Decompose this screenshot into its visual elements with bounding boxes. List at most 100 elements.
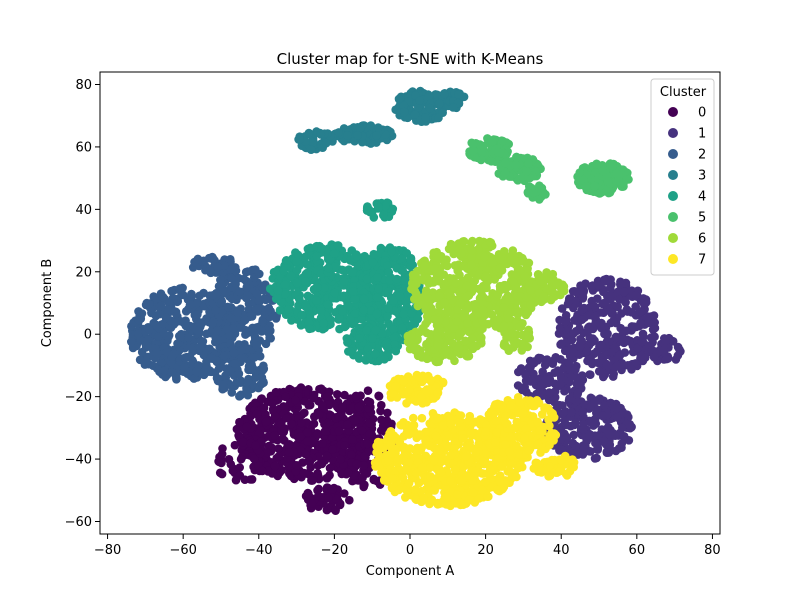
cluster-7-point <box>433 413 443 423</box>
cluster-6-point <box>559 282 569 291</box>
cluster-0-point <box>292 461 302 470</box>
cluster-1-point <box>643 312 653 322</box>
cluster-6-point <box>434 253 443 263</box>
cluster-1-point <box>527 377 537 386</box>
cluster-0-point <box>287 419 296 429</box>
cluster-2-point <box>167 368 177 377</box>
cluster-6-point <box>512 308 521 317</box>
cluster-2-point <box>234 369 244 379</box>
cluster-6-point <box>422 354 432 364</box>
cluster-7-point <box>442 492 451 502</box>
chart-title: Cluster map for t-SNE with K-Means <box>277 50 544 68</box>
cluster-2-point <box>261 295 271 305</box>
cluster-1-point <box>577 315 587 325</box>
cluster-2-point <box>193 310 202 319</box>
cluster-7-point <box>493 485 502 495</box>
cluster-2-point <box>201 364 211 374</box>
cluster-3-point <box>454 90 463 99</box>
cluster-0-points <box>214 383 403 515</box>
cluster-6-point <box>423 294 433 303</box>
cluster-6-point <box>515 265 525 275</box>
cluster-5-point <box>575 168 584 177</box>
cluster-0-point <box>280 424 290 433</box>
cluster-1-point <box>556 355 565 364</box>
cluster-4-point <box>295 295 304 304</box>
cluster-5-point <box>476 155 486 165</box>
cluster-0-point <box>383 408 392 418</box>
cluster-6-point <box>424 279 434 288</box>
cluster-1-point <box>596 340 606 350</box>
cluster-1-point <box>554 329 564 338</box>
cluster-4-point <box>323 300 333 310</box>
cluster-3-point <box>295 134 305 144</box>
cluster-7-point <box>377 468 386 477</box>
cluster-5-point <box>478 141 488 151</box>
cluster-0-point <box>338 402 348 412</box>
cluster-4-point <box>292 278 302 288</box>
cluster-6-point <box>508 329 517 338</box>
cluster-0-point <box>278 434 287 443</box>
cluster-5-point <box>614 176 623 186</box>
cluster-2-point <box>250 353 259 362</box>
cluster-0-point <box>363 386 373 396</box>
cluster-1-point <box>592 405 602 414</box>
cluster-4-point <box>352 251 362 261</box>
cluster-7-point <box>452 490 462 499</box>
cluster-6-point <box>443 261 452 271</box>
cluster-4-point <box>286 271 296 281</box>
cluster-6-point <box>454 343 464 353</box>
cluster-3-point <box>415 96 425 105</box>
cluster-1-point <box>673 342 683 352</box>
cluster-2-point <box>253 304 263 314</box>
cluster-0-point <box>318 439 327 448</box>
cluster-6-point <box>447 240 457 250</box>
cluster-4-point <box>348 268 358 277</box>
cluster-1-point <box>541 375 551 385</box>
cluster-4-point <box>301 302 311 312</box>
cluster-4-point <box>284 305 293 314</box>
cluster-0-point <box>347 450 356 460</box>
cluster-4-point <box>297 310 307 320</box>
cluster-7-point <box>495 477 505 486</box>
cluster-2-point <box>261 339 271 349</box>
cluster-4-point <box>350 294 360 304</box>
cluster-4-point <box>287 316 296 325</box>
cluster-1-point <box>564 297 574 306</box>
cluster-7-point <box>417 413 427 423</box>
cluster-3-point <box>373 123 383 132</box>
cluster-0-point <box>359 461 368 470</box>
cluster-1-point <box>637 337 647 347</box>
cluster-2-point <box>254 269 264 279</box>
cluster-7-point <box>446 451 456 460</box>
cluster-6-point <box>512 339 522 349</box>
cluster-4-point <box>391 346 401 356</box>
cluster-1-point <box>609 316 618 326</box>
scatter-points <box>127 86 685 515</box>
cluster-1-point <box>594 281 603 290</box>
cluster-4-point <box>374 284 384 294</box>
cluster-6-point <box>495 264 504 273</box>
cluster-0-point <box>357 426 367 435</box>
cluster-0-point <box>297 418 306 428</box>
cluster-2-point <box>155 309 164 319</box>
cluster-1-point <box>587 281 597 291</box>
cluster-1-point <box>627 308 636 317</box>
cluster-6-point <box>504 314 513 323</box>
cluster-1-point <box>557 304 567 313</box>
cluster-1-point <box>600 329 609 339</box>
cluster-0-point <box>365 419 375 428</box>
cluster-2-point <box>222 324 232 334</box>
cluster-1-point <box>619 432 629 441</box>
cluster-0-point <box>325 463 335 473</box>
cluster-2-point <box>227 388 237 397</box>
cluster-0-point <box>345 495 354 505</box>
cluster-1-point <box>648 325 658 334</box>
cluster-0-point <box>259 403 269 413</box>
cluster-0-point <box>333 390 342 399</box>
cluster-6-point <box>410 345 420 355</box>
cluster-6-point <box>499 303 508 312</box>
cluster-0-point <box>364 446 374 455</box>
cluster-2-point <box>240 315 250 325</box>
cluster-1-point <box>561 311 571 320</box>
cluster-5-point <box>522 167 532 176</box>
